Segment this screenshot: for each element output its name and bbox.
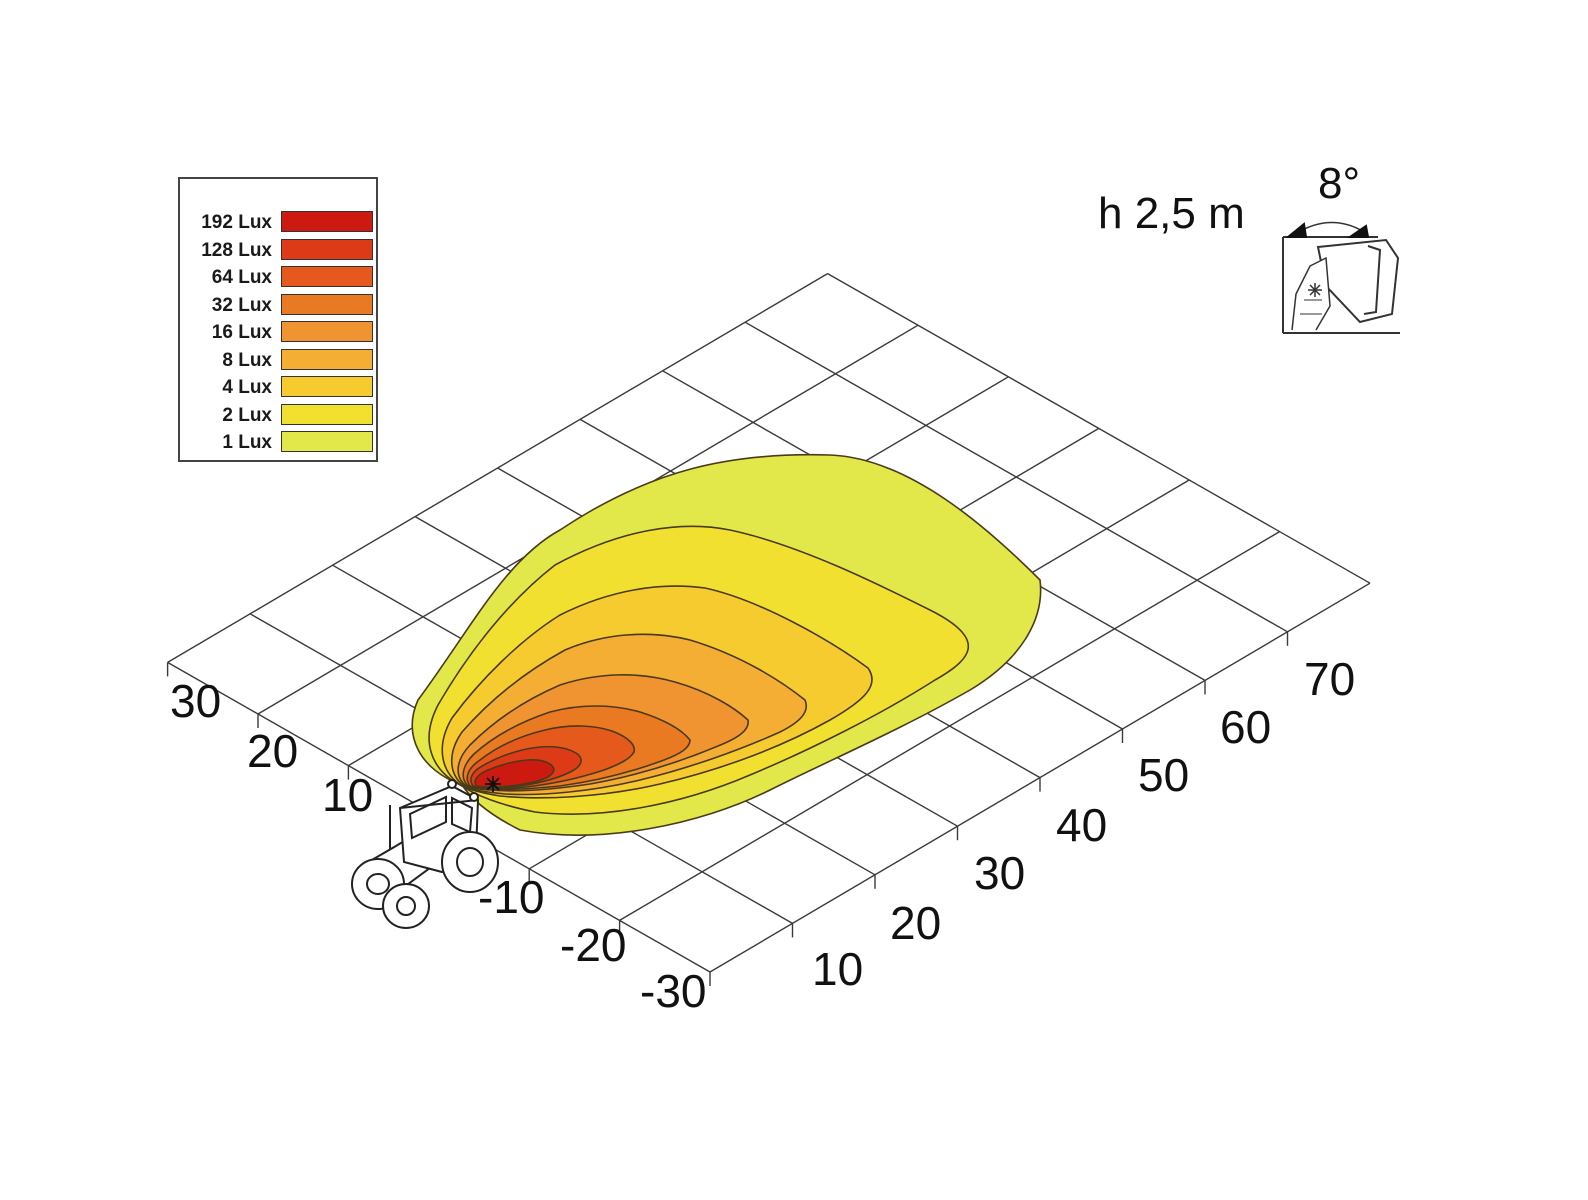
lateral-tick-label: -10 [478,871,545,923]
legend-swatch [281,403,373,425]
legend-swatch [281,293,373,315]
legend-item: 1 Lux [180,431,376,455]
mounting-height-label: h 2,5 m [1098,189,1245,238]
legend-item: 64 Lux [180,266,376,290]
isolux-contour-region [474,759,555,788]
legend-swatch [281,376,373,397]
legend-item: 4 Lux [180,376,376,400]
legend-label: 1 Lux [222,432,272,453]
lateral-tick-label: -20 [560,919,627,971]
light-source-star-icon [485,776,501,792]
legend-swatch [281,431,373,452]
legend-swatch [281,238,373,260]
legend-swatch [281,321,373,342]
legend-label: 32 Lux [211,294,272,316]
legend-item: 32 Lux [180,293,376,318]
distance-tick-label: 40 [1056,799,1108,851]
grid-line [619,530,1280,922]
lux-legend: 192 Lux 128 Lux 64 Lux 32 Lux 16 Lux 8 L… [178,177,378,462]
legend-label: 64 Lux [211,267,272,288]
distance-tick-label: 30 [974,847,1026,899]
legend-label: 4 Lux [222,377,272,398]
lateral-tick-label: -30 [640,965,707,1017]
tractor-icon [351,779,499,929]
legend-label: 128 Lux [201,239,272,261]
legend-swatch [281,348,373,370]
lateral-tick-label: 30 [170,675,222,727]
work-lamp-icon [1282,221,1400,334]
legend-label: 16 Lux [211,322,272,343]
distance-tick-label: 20 [890,897,942,949]
distance-tick-label: 50 [1138,749,1190,801]
legend-item: 128 Lux [180,238,376,263]
legend-swatch [281,266,373,287]
distance-tick-label: 70 [1304,653,1356,705]
legend-label: 192 Lux [201,212,272,233]
legend-swatch [281,211,373,232]
lateral-tick-label: 20 [247,725,299,777]
mounting-angle-label: 8° [1318,159,1361,208]
legend-item: 16 Lux [180,321,376,345]
legend-item: 2 Lux [180,403,376,428]
distance-tick-label: 10 [812,943,864,995]
legend-label: 2 Lux [222,404,272,426]
isolux-contours [411,453,1042,836]
grid-line [167,272,828,664]
legend-label: 8 Lux [222,349,272,371]
legend-item: 8 Lux [180,348,376,373]
legend-item: 192 Lux [180,211,376,235]
lateral-tick-label: 10 [322,769,374,821]
distance-tick-label: 60 [1220,701,1272,753]
